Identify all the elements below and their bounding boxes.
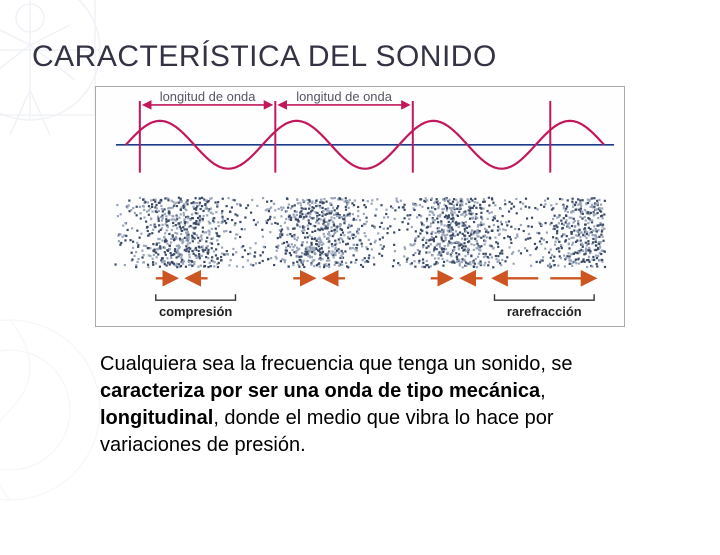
wave-diagram-container: longitud de onda longitud de onda compresi… [95,86,625,327]
desc-bold1: caracteriza por ser una onda de tipo mec… [100,380,540,402]
page-title: CARACTERÍSTICA DEL SONIDO [32,40,680,74]
svg-text:longitud de onda: longitud de onda [296,89,392,104]
desc-mid: , [540,380,546,402]
wave-diagram: longitud de onda longitud de onda compresi… [96,87,624,326]
description-paragraph: Cualquiera sea la frecuencia que tenga u… [40,351,680,459]
svg-text:rarefracción: rarefracción [507,304,582,319]
desc-bold2: longitudinal [100,407,213,429]
svg-text:longitud de onda: longitud de onda [160,89,256,104]
svg-text:compresión: compresión [159,304,232,319]
desc-pre: Cualquiera sea la frecuencia que tenga u… [100,353,573,375]
